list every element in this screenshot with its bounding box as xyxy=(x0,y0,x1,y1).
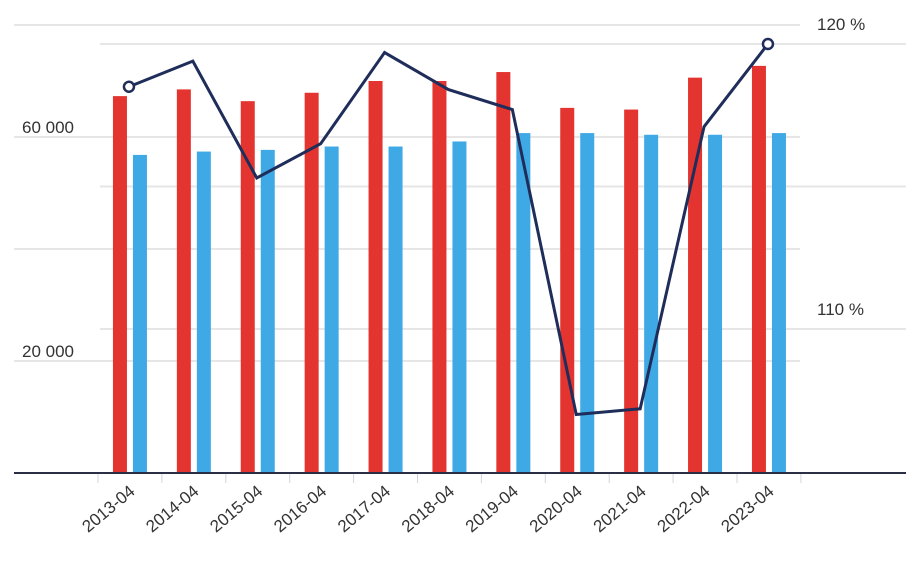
bar-series-1 xyxy=(432,81,447,473)
bar-series-1 xyxy=(304,92,319,473)
x-axis-label: 2020-04 xyxy=(526,482,586,537)
right-axis-label: 110 % xyxy=(817,300,864,319)
bar-series-2 xyxy=(708,134,723,473)
line-marker xyxy=(761,37,775,51)
line-marker xyxy=(122,80,136,93)
x-axis-label: 2013-04 xyxy=(79,482,139,537)
line-series-3 xyxy=(128,43,770,417)
bar-series-2 xyxy=(388,146,403,473)
bar-series-2 xyxy=(324,146,339,473)
bar-series-2 xyxy=(452,141,467,474)
x-axis-label: 2022-04 xyxy=(654,482,714,537)
bar-series-2 xyxy=(196,151,211,473)
bar-series-1 xyxy=(751,65,766,473)
bar-series-1 xyxy=(688,77,703,473)
bar-series-1 xyxy=(496,72,511,473)
bar-series-1 xyxy=(624,109,639,473)
x-axis-label: 2019-04 xyxy=(462,482,522,537)
bar-series-1 xyxy=(176,89,191,474)
x-axis-label: 2014-04 xyxy=(142,482,202,537)
bar-series-2 xyxy=(771,133,786,473)
bar-series-1 xyxy=(112,96,127,474)
left-axis-label: 60 000 xyxy=(22,118,74,137)
bar-series-1 xyxy=(240,101,255,473)
bar-series-2 xyxy=(516,133,531,473)
x-axis-label: 2018-04 xyxy=(398,482,458,537)
bar-series-2 xyxy=(580,133,595,473)
bar-series-2 xyxy=(644,134,659,473)
x-axis-label: 2015-04 xyxy=(206,482,266,537)
bar-series-1 xyxy=(560,107,575,473)
x-axis-label: 2023-04 xyxy=(718,482,778,537)
x-axis-label: 2021-04 xyxy=(590,482,650,537)
bar-series-1 xyxy=(368,81,383,473)
bar-series-2 xyxy=(132,154,147,474)
bar-series-2 xyxy=(260,149,275,473)
left-axis-label: 20 000 xyxy=(22,342,74,361)
x-axis-label: 2017-04 xyxy=(334,482,394,537)
x-axis-label: 2016-04 xyxy=(270,482,330,537)
right-axis-label: 120 % xyxy=(817,15,865,34)
